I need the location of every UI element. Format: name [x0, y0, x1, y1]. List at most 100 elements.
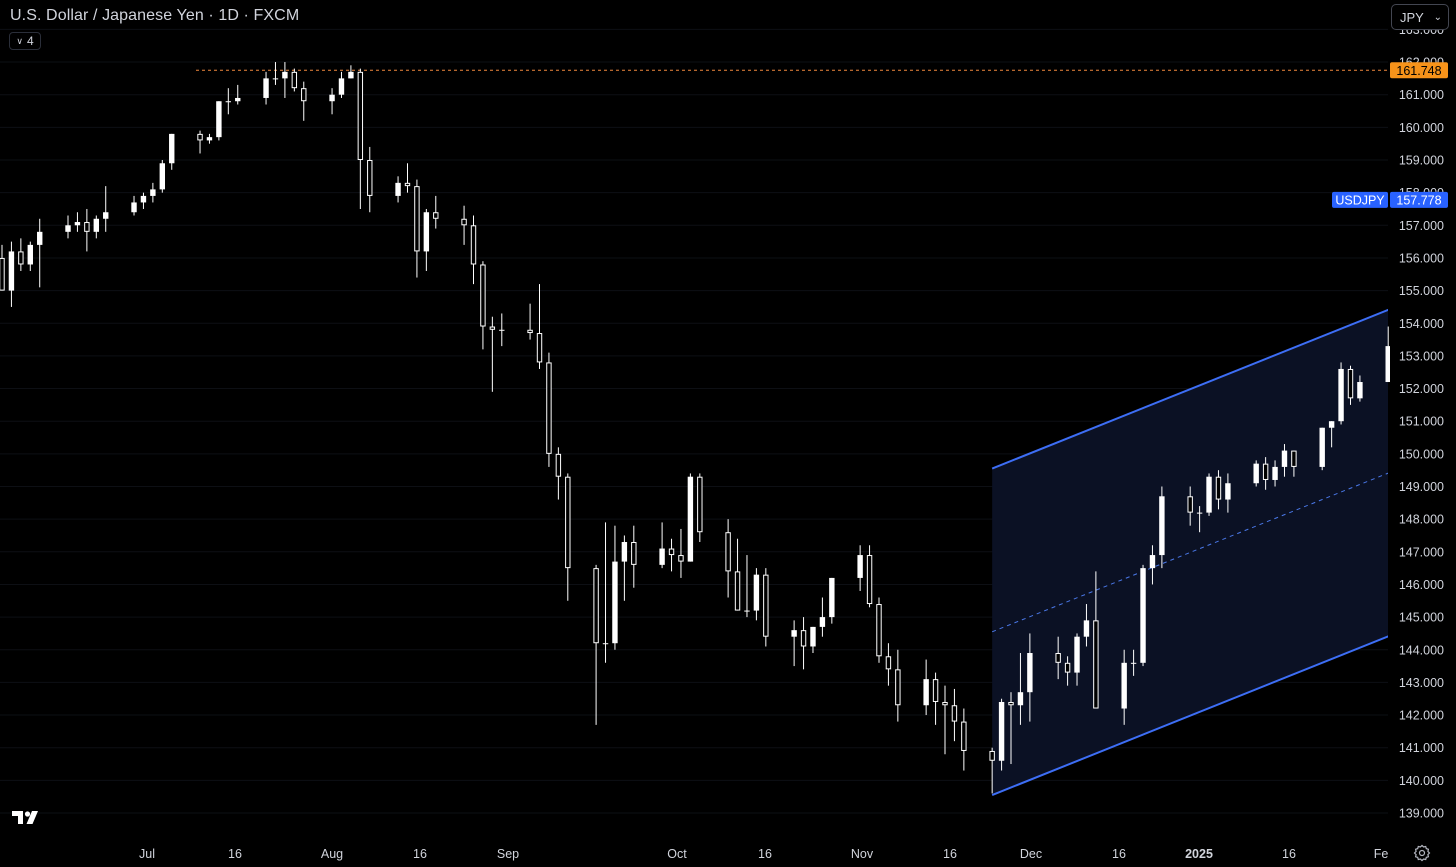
price-tick-label: 157.000	[1399, 219, 1444, 233]
candle	[857, 545, 863, 591]
time-tick-label: 16	[413, 847, 427, 861]
chart-title: U.S. Dollar / Japanese Yen · 1D · FXCM	[10, 7, 300, 24]
candle	[84, 208, 90, 252]
candle	[800, 617, 807, 670]
time-tick-label: Oct	[667, 847, 687, 861]
candle	[499, 313, 505, 347]
candle	[1008, 692, 1014, 765]
candle	[668, 538, 675, 572]
candle	[423, 208, 430, 272]
candle	[998, 698, 1005, 771]
candle	[1347, 365, 1354, 405]
candle	[631, 525, 637, 588]
candle	[659, 522, 665, 569]
candle	[1225, 473, 1231, 513]
candle	[291, 68, 298, 92]
price-tick-label: 159.000	[1399, 154, 1444, 168]
svg-text:161.748: 161.748	[1396, 64, 1441, 78]
candle	[216, 101, 222, 141]
tradingview-logo-icon[interactable]	[11, 807, 45, 827]
price-tick-label: 148.000	[1399, 513, 1444, 527]
candle	[546, 352, 552, 467]
time-tick-label: Aug	[321, 847, 343, 861]
time-tick-label: 16	[1282, 847, 1296, 861]
channel-upper-line[interactable]	[991, 0, 1456, 470]
time-axis[interactable]: Jul 16 Aug 16 Sep Oct 16 Nov 16 Dec 16 2025 16 Fe	[139, 847, 1388, 861]
svg-text:USDJPY: USDJPY	[1335, 193, 1385, 207]
level-price-badge: 161.748	[1390, 62, 1448, 79]
candle	[536, 284, 543, 369]
price-tick-label: 150.000	[1399, 447, 1444, 461]
price-tick-label: 143.000	[1399, 676, 1444, 690]
candle	[1291, 450, 1297, 477]
price-tick-label: 161.000	[1399, 88, 1444, 102]
time-tick-label: 16	[758, 847, 772, 861]
price-badges: 161.748 USDJPY 157.778	[1332, 62, 1448, 208]
price-tick-label: 140.000	[1399, 774, 1444, 788]
candle	[763, 568, 769, 647]
candle	[1074, 633, 1080, 686]
time-tick-label: 16	[943, 847, 957, 861]
chevron-down-icon: ⌄	[1433, 11, 1442, 23]
candle	[1027, 633, 1033, 722]
candle	[461, 205, 467, 245]
gear-icon[interactable]	[1413, 844, 1431, 862]
price-tick-label: 149.000	[1399, 480, 1444, 494]
candle	[593, 564, 599, 725]
candle	[819, 597, 826, 637]
candle	[942, 685, 948, 755]
candle	[1083, 604, 1090, 647]
candle	[565, 473, 571, 601]
candle	[329, 88, 335, 115]
candle	[1385, 326, 1391, 383]
time-tick-label: Nov	[851, 847, 874, 861]
candle	[272, 62, 279, 85]
price-tick-label: 153.000	[1399, 349, 1444, 363]
svg-text:157.778: 157.778	[1396, 193, 1441, 207]
candle	[1272, 460, 1278, 487]
candle	[414, 179, 420, 278]
time-tick-label: 16	[228, 847, 242, 861]
candle	[753, 568, 760, 621]
indicators-toggle-button[interactable]: ∨ 4	[9, 32, 41, 50]
candle	[8, 241, 15, 307]
candle	[829, 577, 835, 624]
time-tick-label: Fe	[1374, 847, 1389, 861]
candle	[895, 649, 901, 722]
candle	[27, 241, 33, 272]
time-tick-label: 16	[1112, 847, 1126, 861]
candle	[725, 519, 731, 598]
candle	[103, 186, 109, 232]
candle	[367, 146, 373, 213]
candle	[1187, 486, 1193, 526]
candle	[885, 643, 892, 686]
candle	[197, 130, 203, 154]
parallel-channel[interactable]	[991, 0, 1456, 796]
candle	[140, 192, 147, 209]
price-tick-label: 145.000	[1399, 611, 1444, 625]
price-axis[interactable]: 139.000 140.000 141.000 142.000 143.000 144.0…	[1390, 0, 1456, 840]
candle	[810, 626, 816, 654]
candle	[404, 163, 411, 193]
price-tick-label: 156.000	[1399, 251, 1444, 265]
candle	[744, 555, 750, 618]
price-tick-label: 146.000	[1399, 578, 1444, 592]
chevron-down-icon: ∨	[16, 35, 23, 46]
candle	[1159, 486, 1165, 569]
candle	[1262, 457, 1269, 490]
currency-select[interactable]: JPY ⌄	[1391, 4, 1449, 30]
candle	[791, 620, 797, 667]
channel-lower-line[interactable]	[991, 266, 1456, 796]
candle	[876, 597, 882, 663]
candle	[555, 447, 562, 500]
candle	[74, 212, 81, 232]
candle	[989, 747, 995, 794]
candle	[301, 81, 307, 121]
candle	[1328, 421, 1335, 448]
price-tick-label: 155.000	[1399, 284, 1444, 298]
price-tick-label: 154.000	[1399, 317, 1444, 331]
candle	[282, 62, 288, 98]
candle	[395, 176, 401, 203]
candle	[1357, 375, 1363, 402]
